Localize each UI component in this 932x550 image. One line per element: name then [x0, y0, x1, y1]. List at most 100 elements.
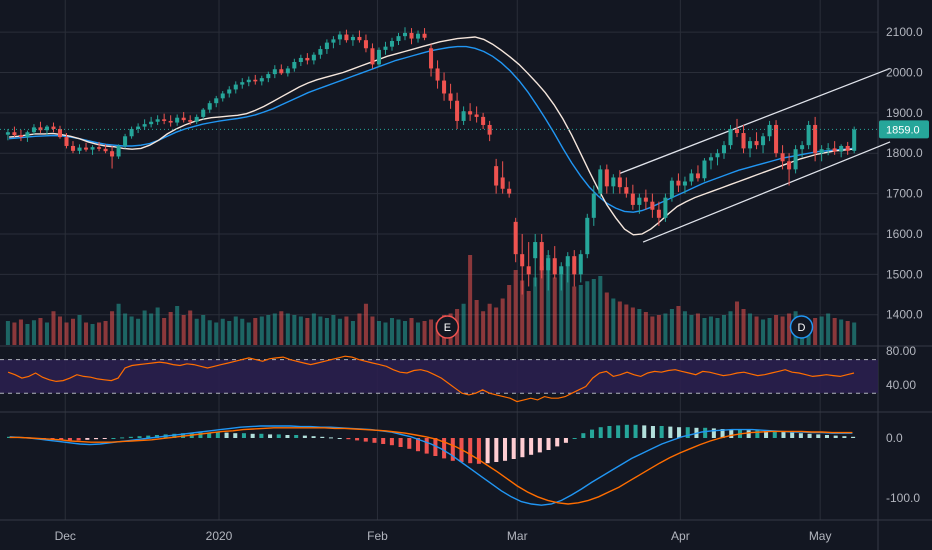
volume-bar — [214, 322, 219, 345]
price-tick-label: 1800.0 — [886, 146, 923, 160]
candle-body — [383, 46, 388, 50]
volume-bar — [435, 322, 440, 345]
macd-histogram-bar — [424, 438, 429, 454]
candle-body — [64, 137, 69, 146]
volume-bar — [357, 313, 362, 345]
volume-bar — [526, 291, 531, 345]
candle-body — [734, 129, 740, 134]
candle-body — [57, 129, 63, 138]
volume-bar — [70, 318, 76, 345]
candle-body — [25, 132, 30, 138]
price-pane[interactable] — [0, 27, 891, 295]
macd-histogram-bar — [633, 424, 638, 438]
candle-body — [637, 197, 642, 205]
macd-histogram-bar — [624, 424, 629, 438]
volume-bar — [155, 307, 160, 345]
macd-histogram-bar — [285, 435, 290, 438]
macd-histogram-bar — [659, 426, 664, 438]
volume-bar — [84, 322, 89, 345]
candle-body — [84, 147, 89, 150]
volume-bar — [520, 280, 525, 345]
macd-histogram-bar — [450, 438, 455, 461]
x-tick-label: Mar — [507, 529, 528, 543]
candle-body — [689, 173, 694, 182]
volume-bar — [272, 313, 277, 345]
volume-bar — [337, 318, 342, 345]
volume-bar — [123, 313, 128, 345]
candle-body — [246, 79, 251, 83]
candle-body — [487, 124, 492, 135]
macd-histogram-bar — [824, 435, 830, 438]
volume-bar — [702, 318, 707, 345]
candle-body — [77, 147, 82, 151]
volume-bar — [266, 315, 271, 345]
macd-histogram-bar — [642, 425, 647, 438]
macd-histogram-bar — [6, 436, 12, 438]
volume-bar — [97, 322, 102, 345]
volume-bar — [591, 279, 596, 345]
price-tick-label: 1400.0 — [886, 308, 923, 322]
candle-body — [721, 145, 727, 154]
macd-histogram-bar — [607, 426, 612, 438]
candle-body — [331, 39, 336, 43]
rsi-pane[interactable] — [0, 355, 878, 403]
volume-bar — [708, 316, 713, 345]
macd-histogram-bar — [485, 438, 490, 464]
volume-bar — [31, 320, 36, 345]
candle-body — [292, 61, 297, 69]
candle-body — [565, 256, 570, 267]
candle-body — [474, 114, 479, 117]
macd-histogram-bar — [555, 438, 560, 447]
price-tick-label: 1700.0 — [886, 187, 923, 201]
macd-histogram-bar — [320, 436, 325, 438]
volume-bar — [663, 313, 668, 345]
candle-body — [676, 180, 681, 186]
candle-body — [748, 141, 753, 149]
macd-histogram-bar — [198, 432, 203, 438]
last-price-badge — [879, 120, 929, 139]
candle-body — [507, 188, 512, 194]
candle-body — [207, 103, 212, 110]
candle-body — [357, 36, 362, 41]
macd-histogram-bar — [720, 429, 725, 438]
volume-marker-label: D — [798, 322, 806, 334]
candle-body — [344, 34, 349, 41]
volume-bar — [578, 285, 583, 345]
candle-body — [402, 32, 408, 37]
volume-bar — [402, 321, 408, 345]
volume-bar — [227, 321, 232, 345]
candle-body — [227, 89, 232, 94]
volume-bar — [741, 309, 746, 345]
volume-bar — [259, 316, 264, 345]
candle-body — [611, 177, 616, 187]
candle-body — [695, 173, 700, 179]
volume-bar — [168, 312, 173, 345]
macd-histogram-bar — [833, 435, 838, 438]
candle-body — [416, 33, 421, 39]
candle-body — [279, 69, 284, 74]
macd-pane[interactable] — [6, 424, 856, 506]
candle-body — [500, 177, 505, 189]
volume-bar — [689, 315, 694, 345]
volume-bar — [734, 301, 740, 345]
volume-bar — [643, 312, 648, 345]
candle-body — [669, 180, 674, 198]
volume-bar — [12, 322, 17, 345]
volume-bar — [754, 316, 759, 345]
candle-body — [188, 120, 193, 122]
candle-body — [682, 181, 687, 186]
volume-bar — [350, 321, 355, 345]
price-tick-label: 1600.0 — [886, 227, 923, 241]
macd-histogram-bar — [294, 435, 299, 438]
macd-histogram-bar — [102, 438, 107, 439]
volume-bar — [240, 318, 245, 345]
macd-histogram-bar — [372, 438, 377, 443]
candle-body — [409, 32, 414, 39]
candle-body — [149, 121, 154, 125]
macd-histogram-bar — [241, 433, 246, 438]
volume-bar — [422, 321, 427, 345]
volume-marker-E — [435, 315, 460, 339]
macd-histogram-bar — [328, 437, 333, 439]
